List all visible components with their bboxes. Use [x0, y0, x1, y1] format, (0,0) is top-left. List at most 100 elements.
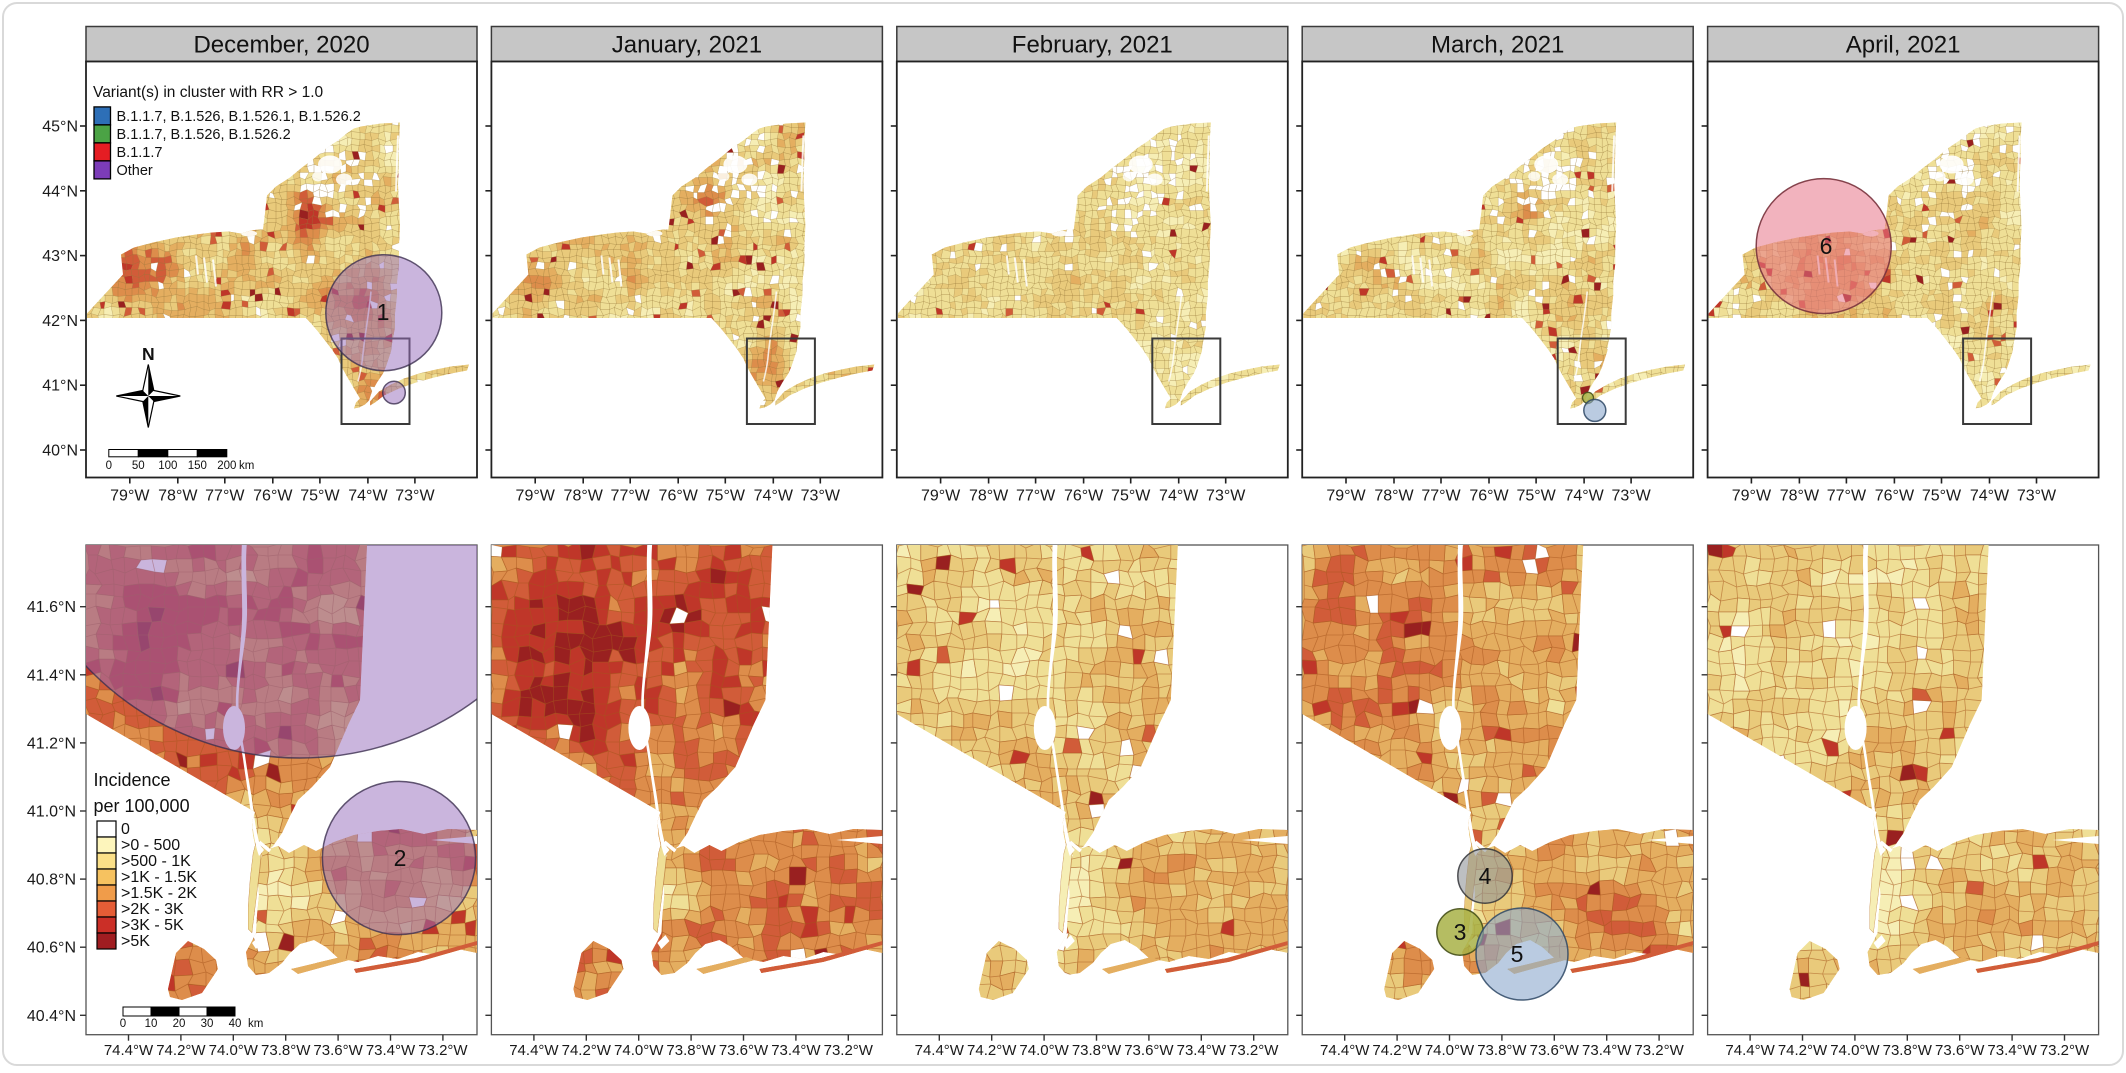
- svg-text:Other: Other: [117, 163, 153, 179]
- svg-text:73.2°W: 73.2°W: [1634, 1042, 1684, 1059]
- svg-text:73.6°W: 73.6°W: [1935, 1042, 1985, 1059]
- svg-text:77°W: 77°W: [205, 487, 245, 504]
- svg-text:75°W: 75°W: [1111, 487, 1151, 504]
- svg-text:km: km: [239, 460, 254, 472]
- svg-text:December, 2020: December, 2020: [193, 32, 369, 59]
- svg-text:75°W: 75°W: [1922, 487, 1962, 504]
- svg-text:January, 2021: January, 2021: [612, 32, 762, 59]
- svg-text:Variant(s) in cluster with RR: Variant(s) in cluster with RR > 1.0: [93, 84, 324, 101]
- svg-text:76°W: 76°W: [659, 487, 699, 504]
- svg-text:73.6°W: 73.6°W: [719, 1042, 769, 1059]
- svg-text:75°W: 75°W: [1516, 487, 1556, 504]
- svg-text:73.2°W: 73.2°W: [824, 1042, 874, 1059]
- svg-text:74.0°W: 74.0°W: [1830, 1042, 1880, 1059]
- svg-text:78°W: 78°W: [969, 487, 1009, 504]
- svg-text:79°W: 79°W: [921, 487, 961, 504]
- svg-text:10: 10: [145, 1018, 158, 1030]
- svg-text:79°W: 79°W: [1732, 487, 1772, 504]
- svg-text:73.8°W: 73.8°W: [1477, 1042, 1527, 1059]
- svg-text:April, 2021: April, 2021: [1846, 32, 1961, 59]
- svg-text:73°W: 73°W: [801, 487, 841, 504]
- svg-text:76°W: 76°W: [253, 487, 293, 504]
- svg-text:150: 150: [188, 460, 207, 472]
- svg-text:per 100,000: per 100,000: [94, 796, 190, 816]
- svg-text:73.6°W: 73.6°W: [313, 1042, 363, 1059]
- svg-text:78°W: 78°W: [158, 487, 198, 504]
- svg-text:March, 2021: March, 2021: [1431, 32, 1564, 59]
- svg-text:43°N: 43°N: [42, 248, 78, 265]
- svg-text:0: 0: [106, 460, 112, 472]
- svg-text:78°W: 78°W: [1374, 487, 1414, 504]
- svg-text:February, 2021: February, 2021: [1012, 32, 1173, 59]
- svg-text:B.1.1.7, B.1.526, B.1.526.1, B: B.1.1.7, B.1.526, B.1.526.1, B.1.526.2: [117, 109, 361, 125]
- svg-text:73.8°W: 73.8°W: [1883, 1042, 1933, 1059]
- svg-text:40: 40: [229, 1018, 242, 1030]
- svg-text:40.6°N: 40.6°N: [27, 940, 76, 957]
- svg-text:77°W: 77°W: [1421, 487, 1461, 504]
- svg-text:74.2°W: 74.2°W: [1778, 1042, 1828, 1059]
- svg-text:78°W: 78°W: [1780, 487, 1820, 504]
- svg-text:km: km: [248, 1018, 263, 1030]
- svg-text:74.4°W: 74.4°W: [104, 1042, 154, 1059]
- svg-text:74°W: 74°W: [1564, 487, 1604, 504]
- svg-text:5: 5: [1511, 941, 1524, 967]
- svg-text:74.4°W: 74.4°W: [509, 1042, 559, 1059]
- svg-text:79°W: 79°W: [1326, 487, 1366, 504]
- svg-text:41.2°N: 41.2°N: [27, 735, 76, 752]
- svg-text:74.0°W: 74.0°W: [1019, 1042, 1069, 1059]
- svg-text:77°W: 77°W: [1016, 487, 1056, 504]
- svg-text:74.4°W: 74.4°W: [1725, 1042, 1775, 1059]
- svg-text:74°W: 74°W: [1970, 487, 2010, 504]
- svg-text:79°W: 79°W: [516, 487, 556, 504]
- svg-text:40.8°N: 40.8°N: [27, 872, 76, 889]
- svg-text:73.2°W: 73.2°W: [1229, 1042, 1279, 1059]
- svg-text:40°N: 40°N: [42, 443, 78, 460]
- svg-text:74.2°W: 74.2°W: [967, 1042, 1017, 1059]
- svg-text:73.2°W: 73.2°W: [418, 1042, 468, 1059]
- svg-text:74.0°W: 74.0°W: [1425, 1042, 1475, 1059]
- svg-text:77°W: 77°W: [1827, 487, 1867, 504]
- svg-text:>1.5K - 2K: >1.5K - 2K: [121, 885, 197, 902]
- svg-text:4: 4: [1479, 863, 1492, 889]
- svg-text:73.4°W: 73.4°W: [771, 1042, 821, 1059]
- svg-text:74.2°W: 74.2°W: [1372, 1042, 1422, 1059]
- svg-text:74°W: 74°W: [348, 487, 388, 504]
- svg-text:B.1.1.7, B.1.526, B.1.526.2: B.1.1.7, B.1.526, B.1.526.2: [117, 127, 291, 143]
- svg-text:40.4°N: 40.4°N: [27, 1008, 76, 1025]
- svg-text:2: 2: [394, 845, 407, 871]
- svg-text:77°W: 77°W: [611, 487, 651, 504]
- svg-text:50: 50: [132, 460, 145, 472]
- svg-text:200: 200: [217, 460, 236, 472]
- svg-text:73.2°W: 73.2°W: [2040, 1042, 2090, 1059]
- svg-text:73°W: 73°W: [395, 487, 435, 504]
- svg-text:41.0°N: 41.0°N: [27, 804, 76, 821]
- svg-text:74.0°W: 74.0°W: [209, 1042, 259, 1059]
- svg-text:73°W: 73°W: [1206, 487, 1246, 504]
- svg-text:0: 0: [121, 821, 130, 838]
- svg-text:20: 20: [173, 1018, 186, 1030]
- svg-text:42°N: 42°N: [42, 313, 78, 330]
- svg-text:74.2°W: 74.2°W: [156, 1042, 206, 1059]
- svg-text:74.2°W: 74.2°W: [562, 1042, 612, 1059]
- svg-text:76°W: 76°W: [1064, 487, 1104, 504]
- svg-text:>2K - 3K: >2K - 3K: [121, 901, 184, 918]
- svg-text:100: 100: [158, 460, 177, 472]
- svg-text:75°W: 75°W: [706, 487, 746, 504]
- svg-text:73.6°W: 73.6°W: [1124, 1042, 1174, 1059]
- svg-text:78°W: 78°W: [564, 487, 604, 504]
- svg-text:73.8°W: 73.8°W: [666, 1042, 716, 1059]
- svg-text:>500 - 1K: >500 - 1K: [121, 853, 191, 870]
- svg-text:76°W: 76°W: [1875, 487, 1915, 504]
- svg-text:74.4°W: 74.4°W: [915, 1042, 965, 1059]
- svg-text:41°N: 41°N: [42, 378, 78, 395]
- svg-text:44°N: 44°N: [42, 183, 78, 200]
- svg-text:6: 6: [1820, 233, 1833, 259]
- svg-text:73.8°W: 73.8°W: [1072, 1042, 1122, 1059]
- svg-text:73.4°W: 73.4°W: [1177, 1042, 1227, 1059]
- svg-text:41.4°N: 41.4°N: [27, 667, 76, 684]
- svg-text:>1K - 1.5K: >1K - 1.5K: [121, 869, 197, 886]
- svg-text:0: 0: [120, 1018, 126, 1030]
- svg-text:74°W: 74°W: [1159, 487, 1199, 504]
- svg-text:79°W: 79°W: [110, 487, 150, 504]
- svg-text:73.6°W: 73.6°W: [1530, 1042, 1580, 1059]
